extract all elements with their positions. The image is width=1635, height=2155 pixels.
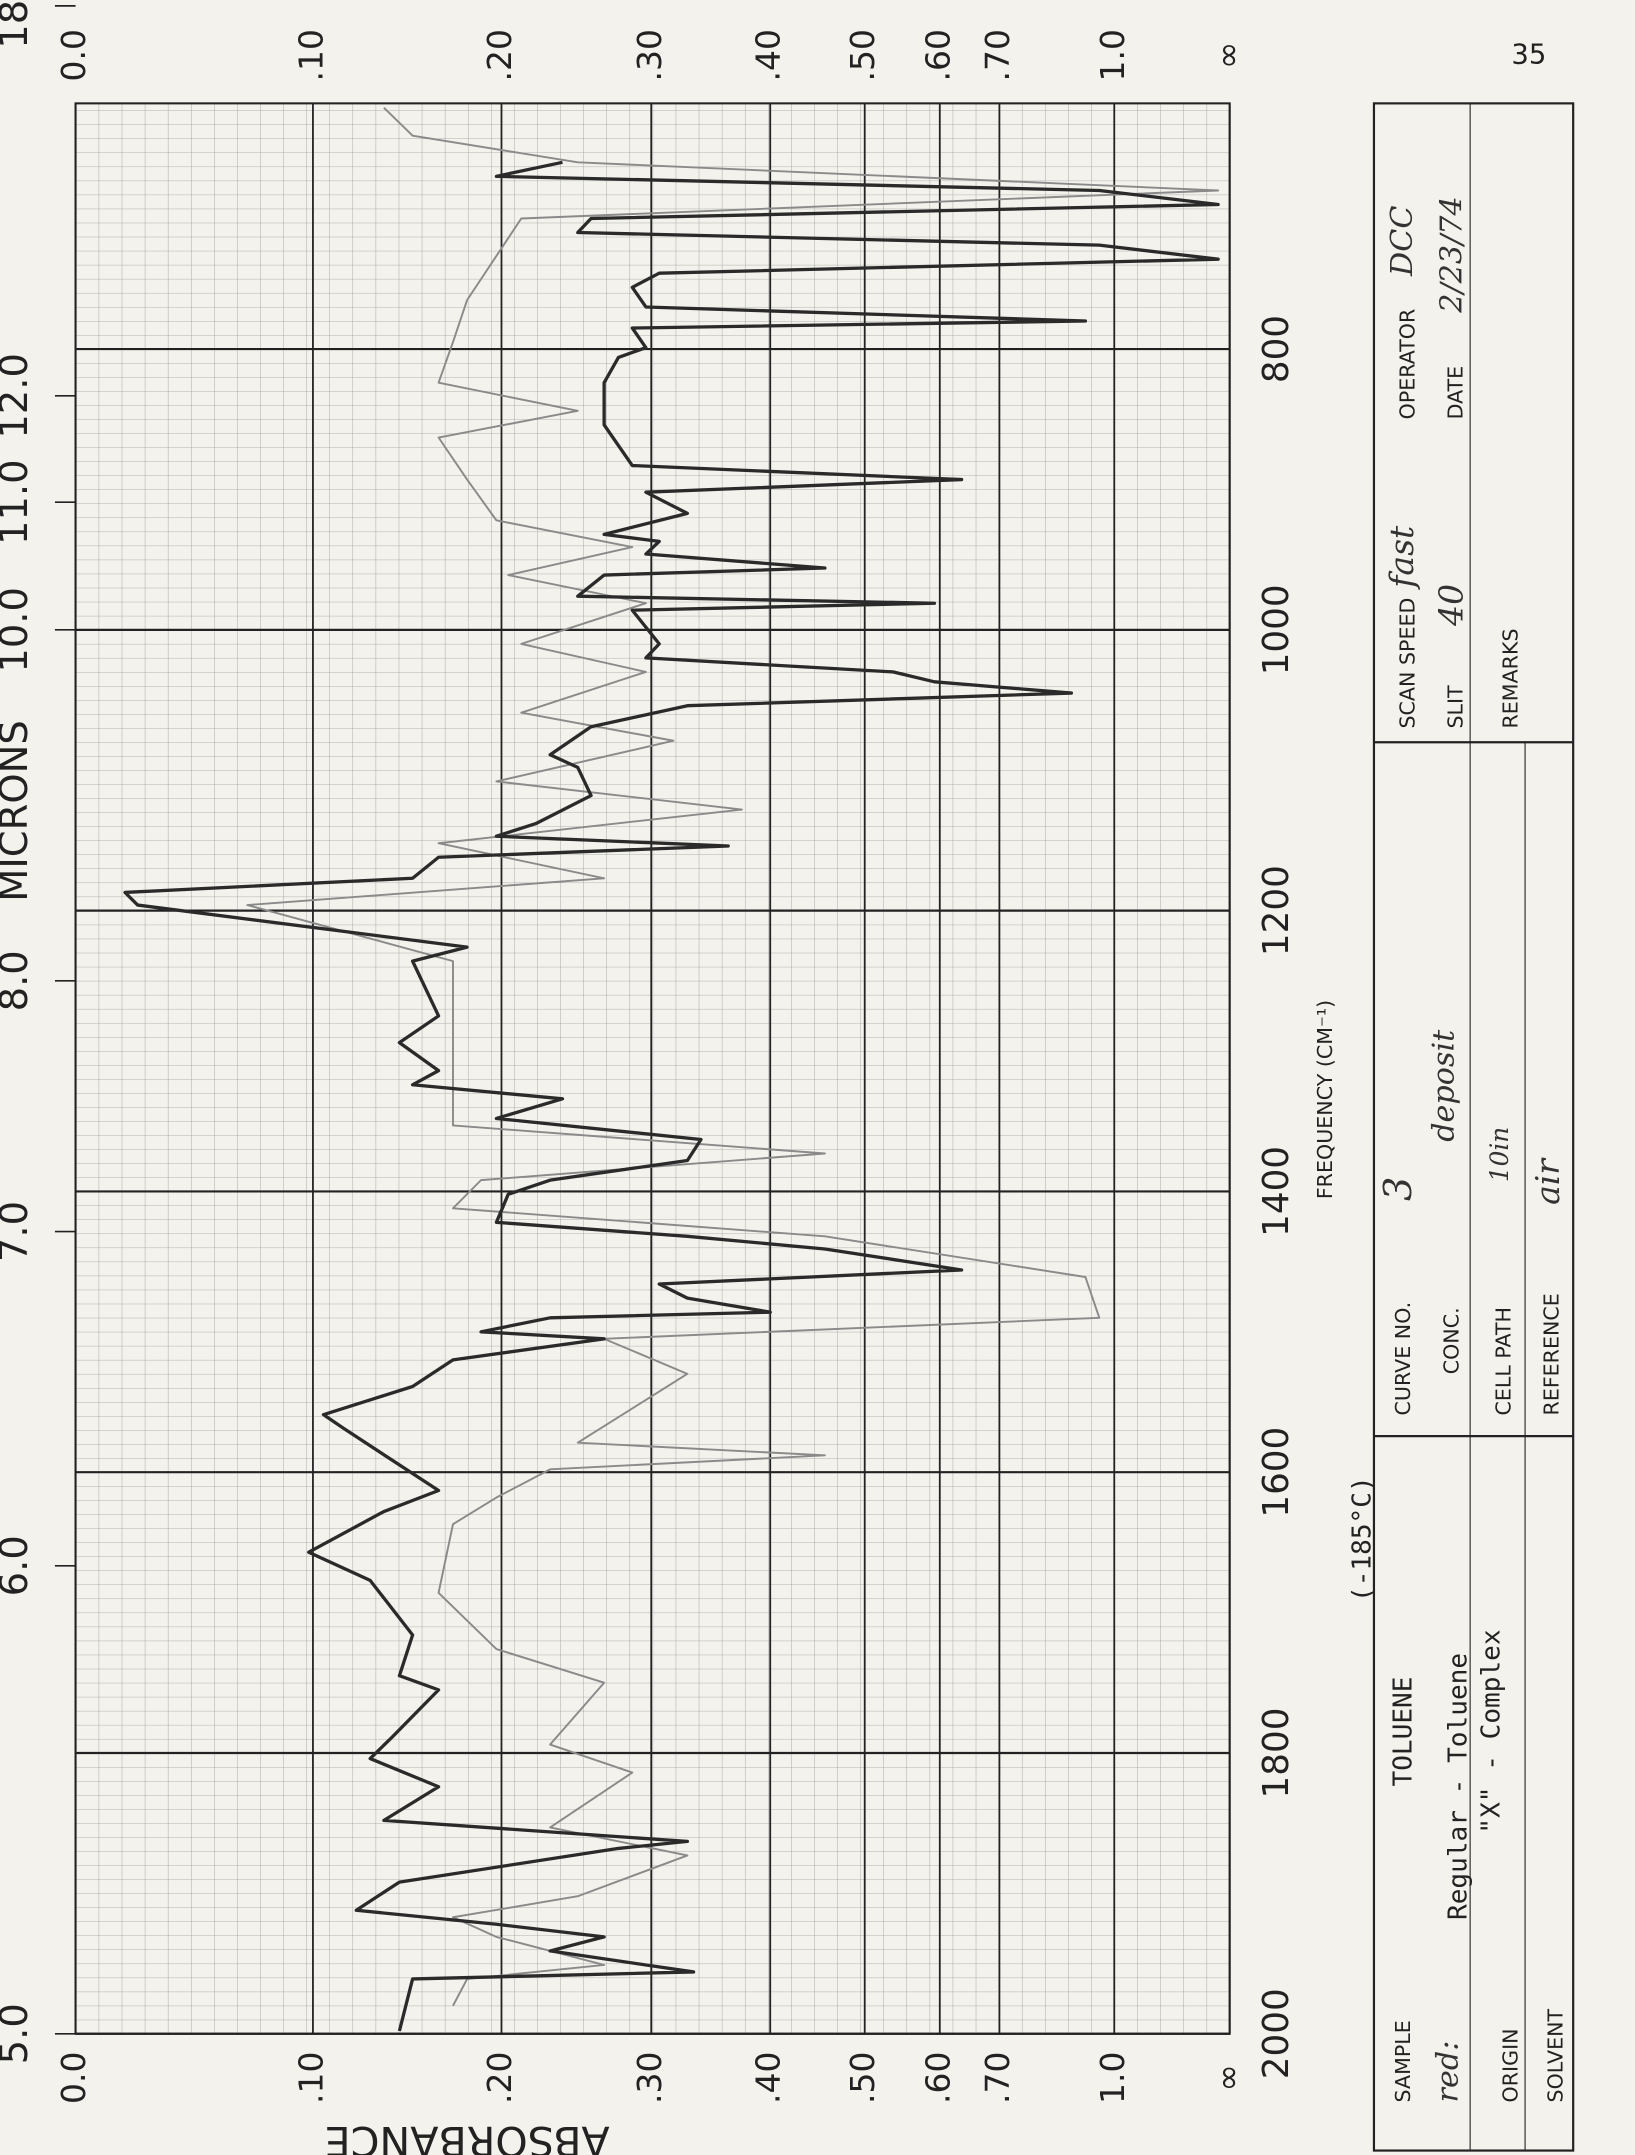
form-value: 3 <box>1376 1177 1421 1201</box>
form-label: REMARKS <box>1498 628 1522 728</box>
x-tick-label: 1000 <box>1256 584 1297 675</box>
y-tick-label: .10 <box>291 2052 330 2104</box>
x-tick-label: 800 <box>1256 315 1297 383</box>
x-axis-label: FREQUENCY (CM⁻¹) <box>1313 1000 1337 1199</box>
y-axis-label: ABSORBANCE <box>325 2117 610 2155</box>
plot-area <box>76 103 1230 2033</box>
y-tick-label: .70 <box>978 2052 1017 2104</box>
y-tick-label: 0.0 <box>54 2052 93 2104</box>
form-label: CURVE NO. <box>1391 1302 1415 1416</box>
form-label: DATE <box>1443 366 1467 420</box>
x-tick-label: 2000 <box>1256 1988 1297 2079</box>
y-tick-label: 1.0 <box>1093 29 1132 81</box>
x2-tick-label: 7.0 <box>0 1201 37 1262</box>
page-number: 35 <box>1511 39 1546 70</box>
form-label: SCAN SPEED <box>1395 598 1419 729</box>
form-label: ORIGIN <box>1498 2028 1522 2102</box>
y-tick-label: .10 <box>291 29 330 81</box>
x2-tick-label: 10.0 <box>0 587 37 673</box>
form-label: OPERATOR <box>1395 309 1419 420</box>
x-tick-label: 1400 <box>1256 1146 1297 1237</box>
x2-tick-label: 5.0 <box>0 2003 37 2064</box>
form-label: REFERENCE <box>1540 1293 1564 1415</box>
y-tick-label: .40 <box>749 29 788 81</box>
y-tick-label: .50 <box>843 29 882 81</box>
x2-axis-label: MICRONS <box>0 720 37 902</box>
x-tick-label: 1200 <box>1256 865 1297 956</box>
x-tick-label: 1800 <box>1256 1708 1297 1799</box>
y-tick-label: ∞ <box>1208 42 1247 69</box>
y-tick-label: .20 <box>480 29 519 81</box>
y-tick-label: .70 <box>978 29 1017 81</box>
form-value: TOLUENE <box>1389 1677 1419 1787</box>
form-value: DCC <box>1385 206 1420 277</box>
y-tick-label: .40 <box>749 2052 788 2104</box>
form-label: SOLVENT <box>1544 2008 1568 2102</box>
y-tick-label: .60 <box>918 2052 957 2104</box>
form-label: CELL PATH <box>1491 1307 1515 1416</box>
form-value: fast <box>1382 525 1421 591</box>
x2-tick-label: 11.0 <box>0 459 37 545</box>
legend-entry: "X" - Complex <box>1477 1629 1507 1833</box>
y-tick-label: .50 <box>843 2052 882 2104</box>
y-tick-label: .20 <box>480 2052 519 2104</box>
form-value: red: <box>1431 2041 1466 2103</box>
y-tick-label: .30 <box>630 29 669 81</box>
legend-entry: Regular - Toluene <box>1444 1653 1474 1920</box>
chart: 35 SAMPLE TOLUENE (-185°C) red: ORIGIN S… <box>0 0 1635 2155</box>
y-tick-label: ∞ <box>1208 2064 1247 2091</box>
form-value: 10in <box>1485 1127 1514 1182</box>
y-tick-label: 0.0 <box>54 29 93 81</box>
form-value: deposit <box>1426 1029 1461 1142</box>
form-value: 40 <box>1432 584 1471 627</box>
y-tick-label: 1.0 <box>1093 2052 1132 2104</box>
x2-tick-label: 12.0 <box>0 353 37 439</box>
x2-tick-label: 6.0 <box>0 1535 37 1596</box>
y-tick-label: .60 <box>918 29 957 81</box>
x-tick-label: 1600 <box>1256 1427 1297 1518</box>
form-value: (-185°C) <box>1347 1476 1377 1602</box>
form-value: air <box>1528 1157 1567 1205</box>
form-value: 2/23/74 <box>1435 196 1470 313</box>
form-label: SAMPLE <box>1391 2020 1415 2102</box>
x2-tick-label: 18.0 <box>0 0 37 49</box>
page: {"page_number":"35", "chart_data":{"type… <box>0 0 1635 2155</box>
form-label: SLIT <box>1443 685 1467 729</box>
form-label: CONC. <box>1439 1307 1463 1374</box>
x2-tick-label: 8.0 <box>0 950 37 1011</box>
y-tick-label: .30 <box>630 2052 669 2104</box>
